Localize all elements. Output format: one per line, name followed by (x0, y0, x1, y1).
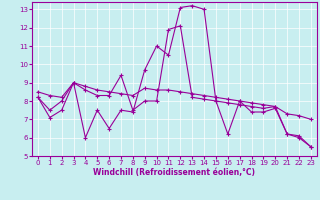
X-axis label: Windchill (Refroidissement éolien,°C): Windchill (Refroidissement éolien,°C) (93, 168, 255, 177)
